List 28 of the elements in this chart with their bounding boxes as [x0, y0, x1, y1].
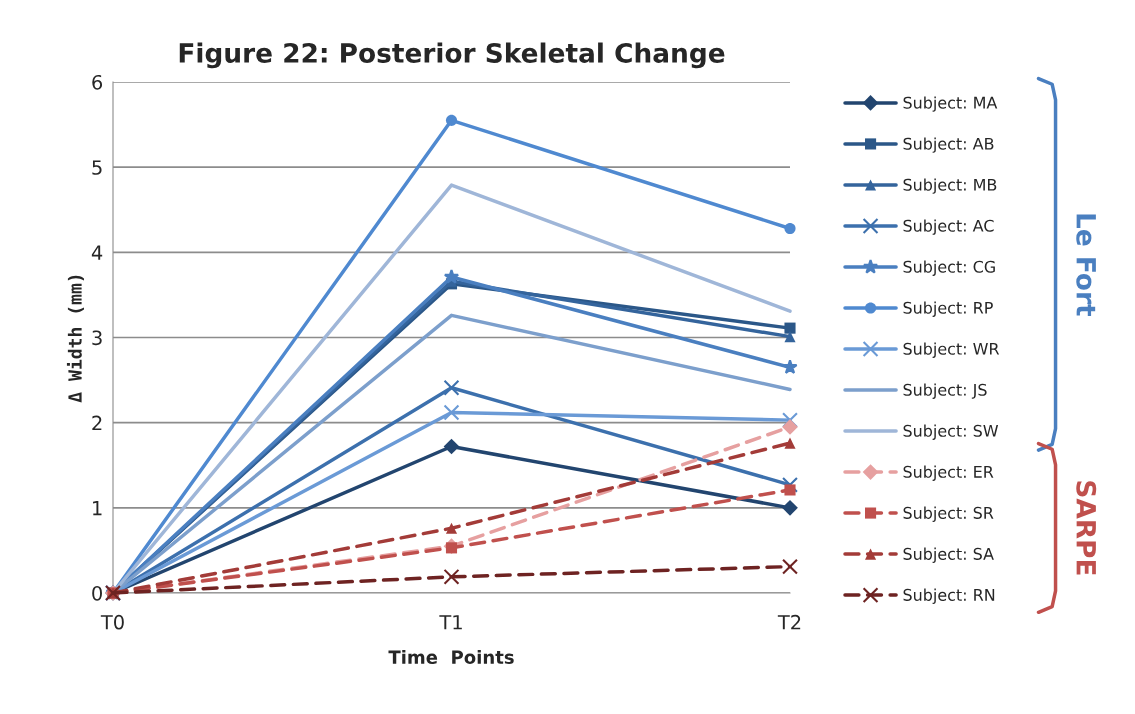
x-tick-label: T2 — [777, 614, 801, 630]
legend-label: Subject: JS — [903, 383, 987, 399]
legend-label: Subject: RN — [903, 588, 995, 604]
chart-title: Figure 22: Posterior Skeletal Change — [179, 42, 725, 69]
y-tick-label: 4 — [91, 245, 103, 260]
x-tick-label: T1 — [439, 615, 462, 630]
legend-label: Subject: AB — [903, 137, 994, 153]
x-tick-label: T0 — [100, 614, 124, 630]
y-tick-label: 3 — [92, 330, 102, 346]
legend-label: Subject: AC — [903, 219, 994, 235]
legend-label: Subject: MA — [903, 96, 998, 112]
legend-label: Subject: SR — [903, 506, 994, 522]
text: Le Fort — [1076, 214, 1096, 317]
y-tick-label: 0 — [92, 585, 102, 601]
y-tick-label: 2 — [92, 415, 102, 431]
y-axis-title: Δ Width (mm) — [66, 275, 84, 403]
y-tick-label: 1 — [93, 501, 102, 516]
legend-label: Subject: SW — [903, 424, 999, 440]
y-tick-label: 6 — [92, 74, 103, 90]
legend-label: Subject: WR — [903, 342, 1000, 358]
legend-label: Subject: RP — [903, 301, 993, 317]
text: SARPE — [1076, 481, 1097, 575]
legend-label: Subject: ER — [903, 465, 994, 481]
y-tick-label: 5 — [92, 160, 102, 175]
legend-label: Subject: SA — [903, 547, 994, 563]
legend-label: Subject: CG — [903, 260, 995, 276]
x-axis-title: Time Points — [388, 650, 514, 664]
legend-label: Subject: MB — [903, 178, 997, 194]
